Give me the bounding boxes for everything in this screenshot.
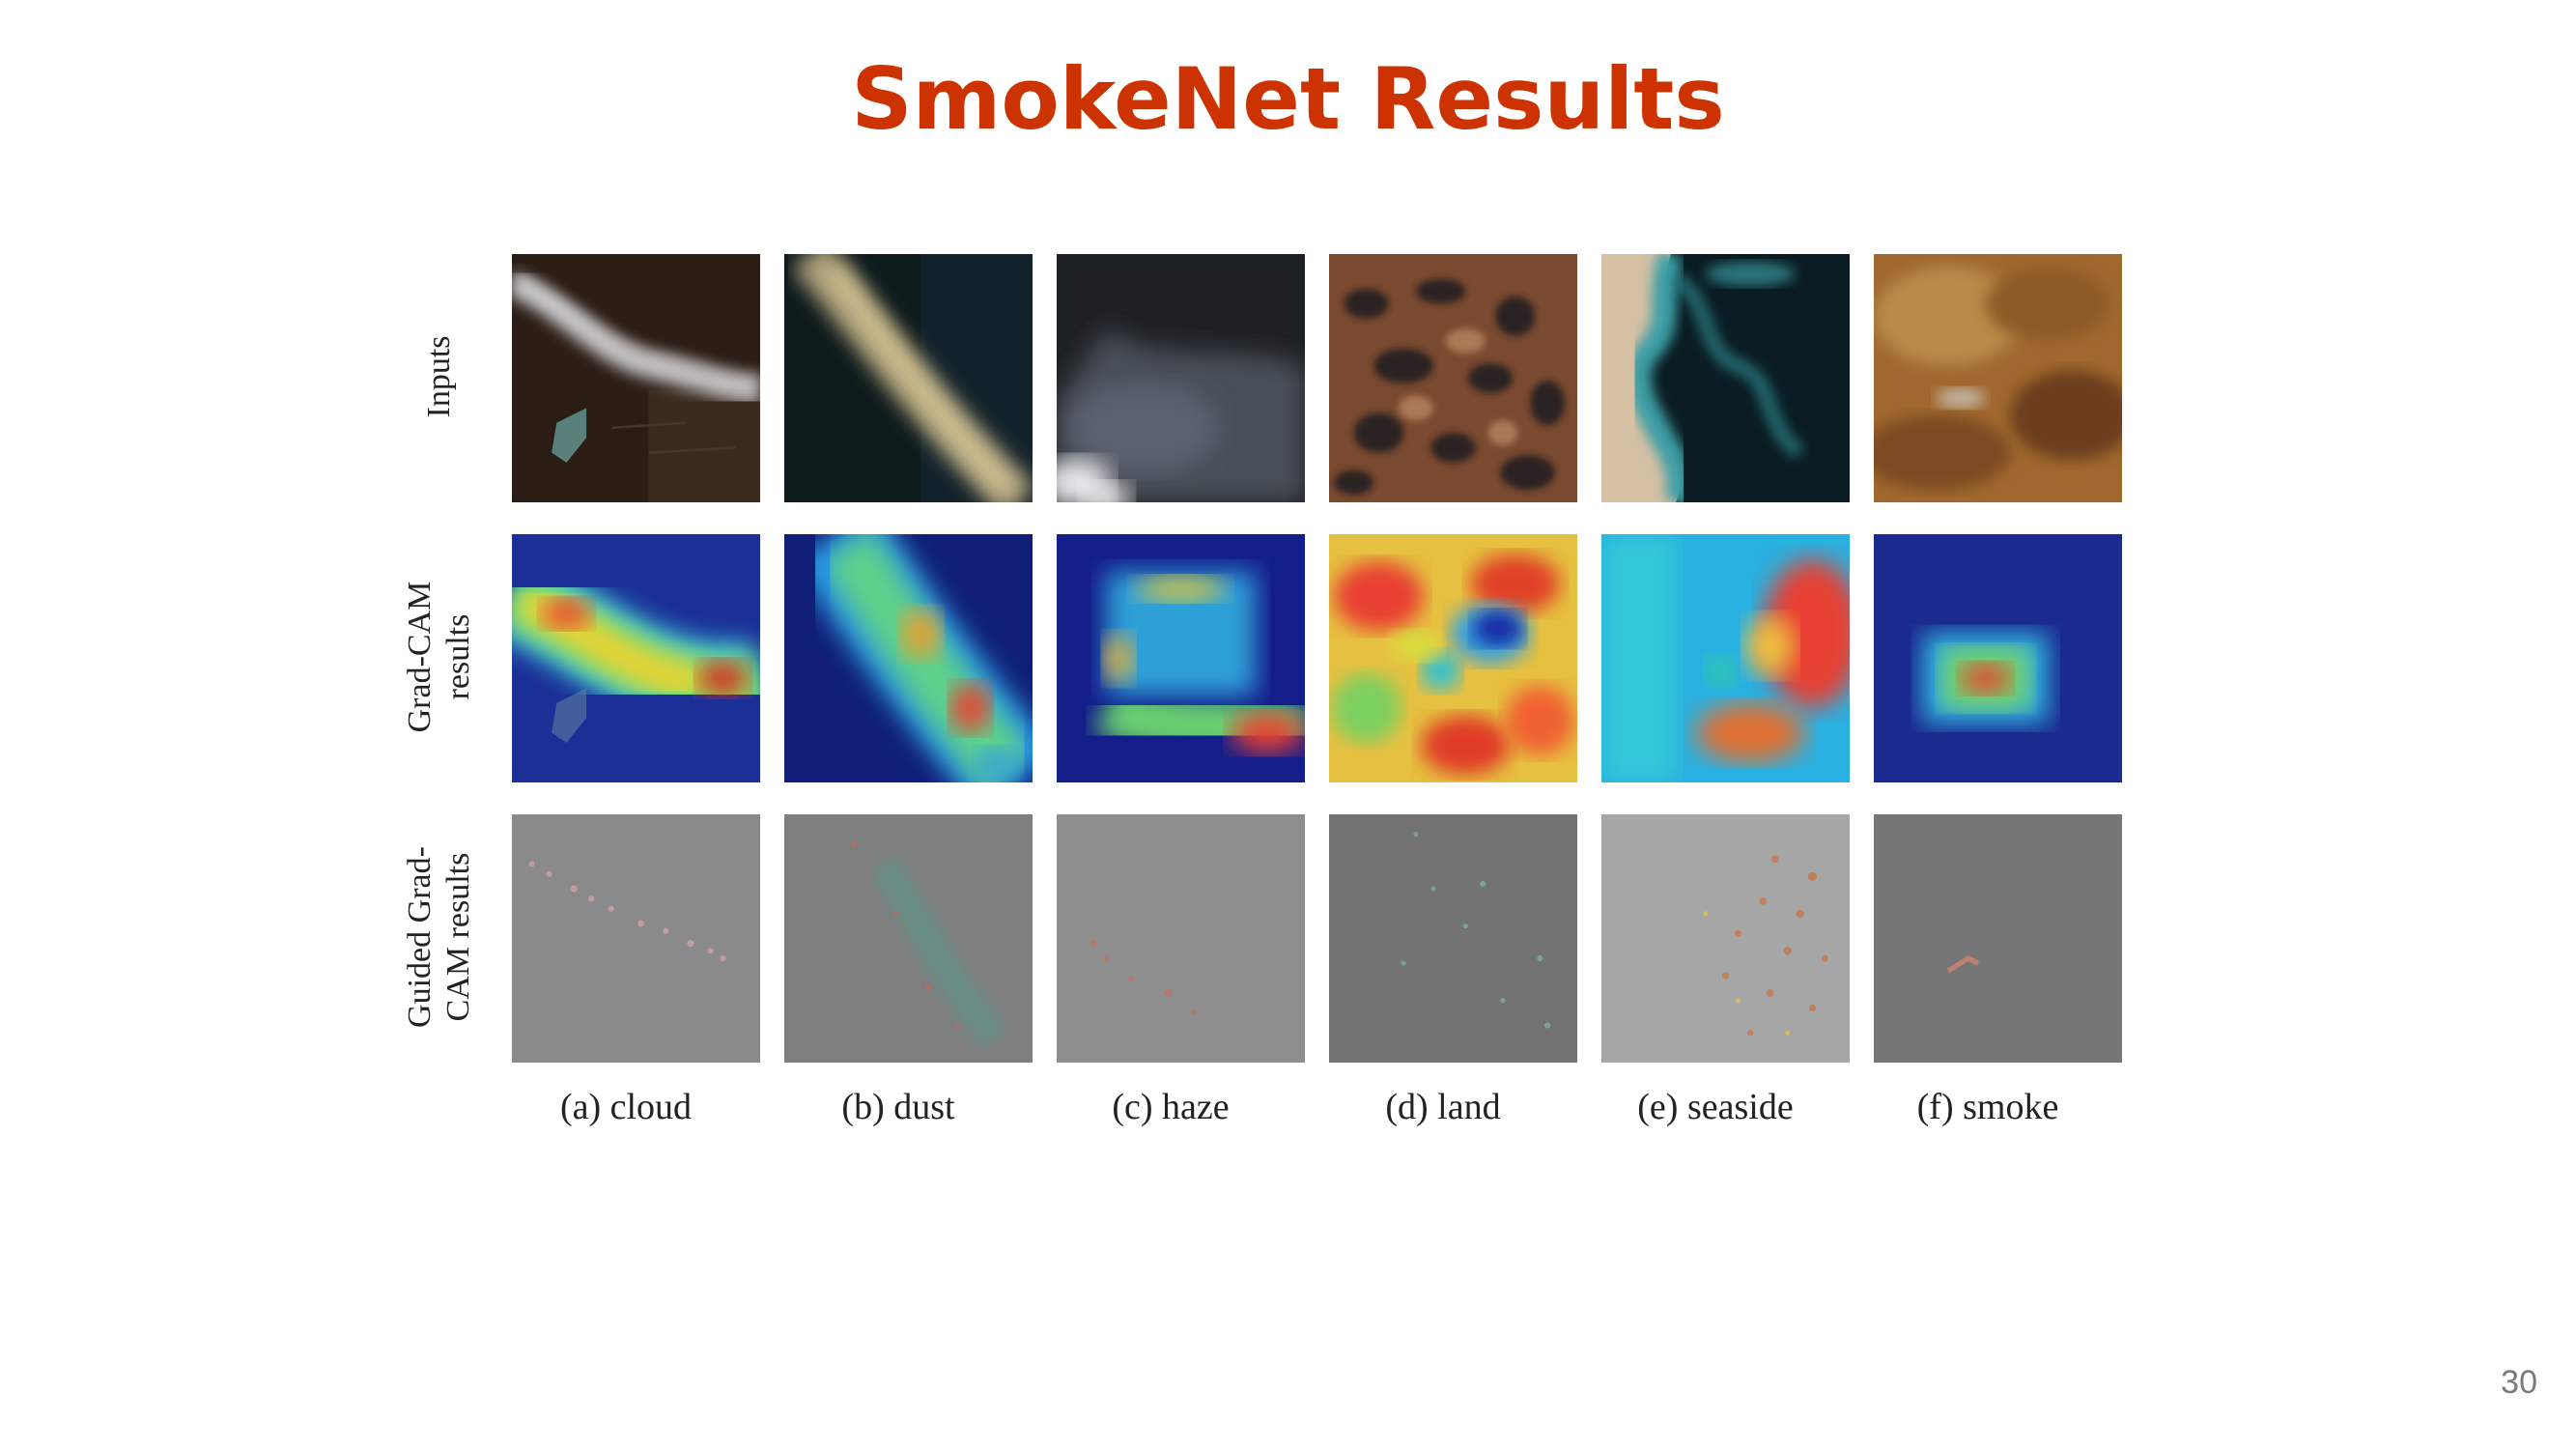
column-label-haze: (c) haze [1112, 1087, 1230, 1127]
slide-title: SmokeNet Results [851, 49, 1725, 149]
gradcam-heatmap-smoke [1874, 534, 2122, 782]
gradcam-heatmap-land [1329, 534, 1577, 782]
guided-gradcam-map-seaside [1601, 814, 1850, 1063]
gradcam-heatmap-seaside [1601, 534, 1850, 782]
guided-gradcam-map-land [1329, 814, 1577, 1063]
row-label-line: Inputs [421, 335, 457, 418]
input-image-dust [784, 254, 1033, 502]
page-number: 30 [2501, 1364, 2537, 1401]
input-image-smoke [1874, 254, 2122, 502]
column-label-smoke: (f) smoke [1916, 1087, 2059, 1127]
input-image-land [1329, 254, 1577, 502]
row-label-gradcam: Grad-CAM results [401, 512, 478, 802]
input-image-cloud [512, 254, 760, 502]
column-label-seaside: (e) seaside [1637, 1087, 1794, 1127]
column-label-dust: (b) dust [841, 1087, 955, 1127]
guided-gradcam-map-haze [1057, 814, 1305, 1063]
row-label-inputs: Inputs [420, 232, 459, 522]
row-label-line: results [440, 613, 476, 700]
guided-gradcam-map-dust [784, 814, 1033, 1063]
guided-gradcam-map-cloud [512, 814, 760, 1063]
row-label-guided-gradcam: Guided Grad- CAM results [401, 792, 478, 1082]
guided-gradcam-map-smoke [1874, 814, 2122, 1063]
column-label-land: (d) land [1385, 1087, 1501, 1127]
input-image-haze [1057, 254, 1305, 502]
row-label-line: CAM results [440, 852, 476, 1022]
gradcam-heatmap-dust [784, 534, 1033, 782]
gradcam-heatmap-haze [1057, 534, 1305, 782]
row-label-line: Guided Grad- [402, 846, 438, 1028]
gradcam-heatmap-cloud [512, 534, 760, 782]
column-label-cloud: (a) cloud [559, 1087, 693, 1127]
row-label-line: Grad-CAM [402, 581, 438, 733]
input-image-seaside [1601, 254, 1850, 502]
